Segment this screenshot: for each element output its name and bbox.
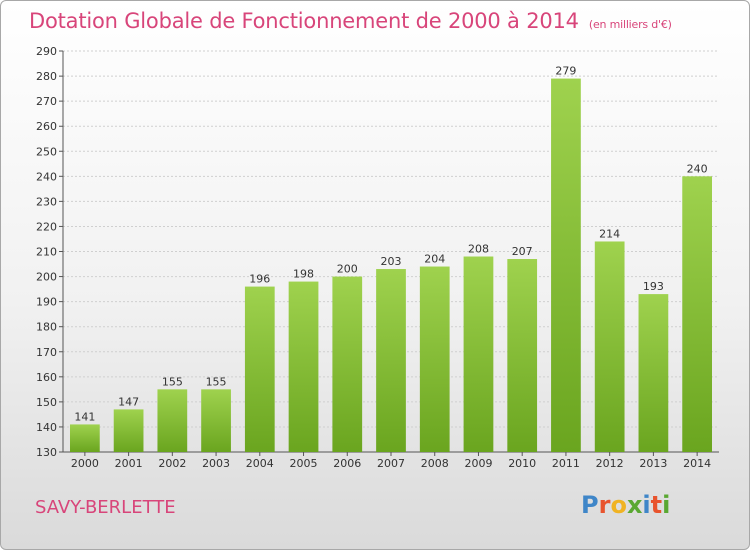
x-tick-label: 2001: [115, 457, 143, 470]
bar-2011: [551, 78, 581, 452]
logo-letter: P: [581, 491, 599, 519]
bar-2003: [201, 389, 231, 452]
y-tick-label: 150: [36, 396, 57, 409]
y-tick-label: 270: [36, 95, 57, 108]
value-label: 198: [293, 268, 314, 281]
value-label: 155: [206, 375, 227, 388]
y-tick-label: 190: [36, 296, 57, 309]
bar-2012: [594, 241, 625, 452]
value-label: 196: [249, 273, 270, 286]
x-tick-label: 2014: [683, 457, 711, 470]
x-tick-label: 2011: [552, 457, 580, 470]
y-tick-label: 220: [36, 220, 57, 233]
y-tick-label: 140: [36, 421, 57, 434]
proxiti-logo[interactable]: Proxiti: [581, 491, 670, 519]
bar-2010: [507, 259, 538, 452]
y-tick-label: 290: [36, 45, 57, 58]
value-label: 214: [599, 227, 620, 240]
logo-letter: i: [642, 491, 651, 519]
bar-2007: [376, 269, 406, 452]
y-tick-label: 230: [36, 195, 57, 208]
bar-2004: [244, 286, 275, 452]
bar-2001: [113, 409, 144, 452]
chart-subtitle: (en milliers d'€): [588, 18, 672, 31]
value-label: 200: [337, 263, 358, 276]
value-label: 204: [424, 253, 445, 266]
x-tick-label: 2004: [246, 457, 274, 470]
x-tick-label: 2007: [377, 457, 405, 470]
y-tick-label: 210: [36, 246, 57, 259]
value-label: 207: [512, 245, 533, 258]
y-tick-label: 280: [36, 70, 57, 83]
city-name: SAVY-BERLETTE: [35, 497, 176, 518]
value-label: 208: [468, 243, 489, 256]
bar-2014: [682, 176, 713, 452]
title-text: Dotation Globale de Fonctionnement de 20…: [29, 9, 579, 33]
bar-2006: [332, 276, 363, 452]
value-label: 193: [643, 280, 664, 293]
axes: 130 140 150 160 170 180 190 200 210 220 230 240 250 2…: [36, 45, 719, 470]
x-tick-label: 2009: [464, 457, 492, 470]
x-tick-label: 2010: [508, 457, 536, 470]
logo-letter: r: [598, 491, 611, 519]
value-label: 141: [74, 410, 95, 423]
value-label: 240: [687, 162, 708, 175]
logo-letter: t: [650, 491, 663, 519]
y-tick-label: 160: [36, 371, 57, 384]
value-label: 147: [118, 395, 139, 408]
bar-2008: [419, 266, 450, 452]
value-label: 155: [162, 375, 183, 388]
value-label: 203: [381, 255, 402, 268]
bar-2005: [288, 281, 319, 452]
x-tick-label: 2006: [333, 457, 361, 470]
y-tick-label: 240: [36, 170, 57, 183]
x-tick-label: 2013: [639, 457, 667, 470]
value-labels: 141 147 155 155 196 198 200 203 204 208 207 279 214 1…: [74, 65, 707, 424]
x-tick-label: 2012: [596, 457, 624, 470]
y-tick-label: 250: [36, 145, 57, 158]
logo-letter: o: [610, 491, 627, 519]
x-tick-label: 2008: [421, 457, 449, 470]
x-tick-label: 2002: [158, 457, 186, 470]
logo-letter: i: [662, 491, 671, 519]
x-tick-label: 2000: [71, 457, 99, 470]
bar-2000: [69, 424, 100, 452]
bars: [69, 78, 713, 452]
bar-2009: [463, 256, 494, 452]
x-tick-label: 2003: [202, 457, 230, 470]
y-tick-label: 180: [36, 321, 57, 334]
y-tick-label: 130: [36, 446, 57, 459]
bar-2002: [157, 389, 188, 452]
value-label: 279: [555, 65, 576, 78]
logo-letter: x: [626, 491, 643, 519]
x-tick-label: 2005: [290, 457, 318, 470]
bar-2013: [638, 294, 669, 452]
y-tick-label: 260: [36, 120, 57, 133]
y-tick-label: 170: [36, 346, 57, 359]
y-tick-label: 200: [36, 271, 57, 284]
chart-title: Dotation Globale de Fonctionnement de 20…: [29, 9, 672, 33]
